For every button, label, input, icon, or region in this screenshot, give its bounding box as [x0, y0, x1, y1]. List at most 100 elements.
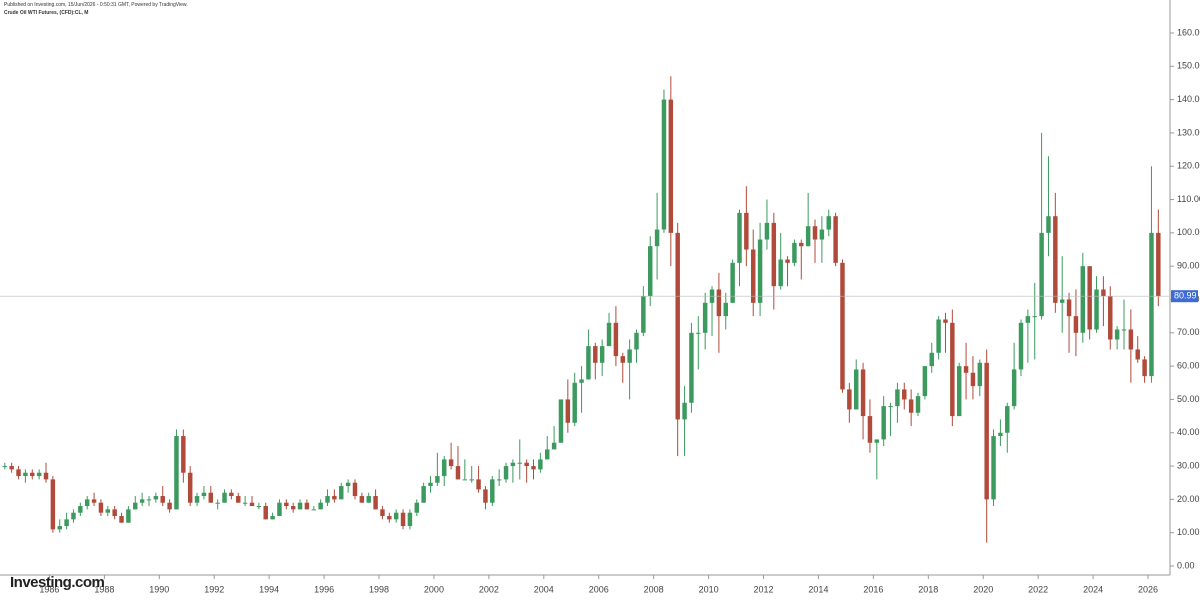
- candle-body: [187, 472, 193, 503]
- candle-body: [1053, 216, 1058, 303]
- candle-body: [956, 366, 962, 417]
- candle-body: [208, 492, 214, 503]
- candle-body: [606, 322, 612, 347]
- y-tick-label: 100.00: [1177, 227, 1200, 237]
- candle-body: [860, 369, 866, 417]
- candle-body: [785, 259, 790, 263]
- candle-body: [71, 512, 76, 520]
- x-tick-label: 1992: [204, 584, 224, 594]
- x-tick-label: 1996: [314, 584, 334, 594]
- candle-body: [593, 346, 598, 363]
- candle-body: [915, 396, 921, 413]
- candle-body: [284, 502, 289, 507]
- candle-body: [1108, 296, 1113, 340]
- y-tick-label: 60.00: [1177, 360, 1200, 370]
- candle-body: [400, 512, 406, 527]
- candle-body: [661, 99, 667, 230]
- y-tick-label: 50.00: [1177, 394, 1200, 404]
- candle-body: [943, 319, 948, 323]
- x-tick-label: 2004: [534, 584, 554, 594]
- candle-body: [229, 492, 234, 497]
- candle-body: [723, 302, 728, 317]
- candle-body: [469, 479, 474, 481]
- candle-body: [201, 492, 207, 497]
- x-tick-label: 2010: [699, 584, 719, 594]
- candle-body: [737, 212, 742, 263]
- candle-body: [1135, 349, 1140, 360]
- candle-body: [764, 222, 770, 240]
- candle-body: [318, 502, 323, 510]
- y-tick-label: 120.00: [1177, 161, 1200, 171]
- candle-body: [277, 502, 282, 517]
- candle-body: [524, 462, 529, 467]
- candle-body: [538, 459, 543, 470]
- candle-body: [833, 216, 838, 263]
- candle-body: [936, 319, 941, 353]
- candle-body: [929, 352, 934, 367]
- candle-body: [352, 482, 358, 497]
- candle-body: [1087, 266, 1092, 330]
- y-tick-label: 10.00: [1177, 527, 1200, 537]
- candle-body: [98, 502, 104, 513]
- candle-body: [874, 439, 880, 443]
- x-tick-label: 1988: [94, 584, 114, 594]
- candle-body: [194, 496, 200, 503]
- candle-body: [579, 379, 584, 383]
- candle-body: [1025, 316, 1031, 323]
- candle-body: [359, 496, 365, 503]
- candle-body: [1128, 329, 1134, 350]
- candle-body: [991, 436, 996, 500]
- x-tick-label: 2000: [424, 584, 444, 594]
- x-tick-label: 2016: [863, 584, 883, 594]
- candle-body: [30, 472, 35, 477]
- candle-body: [462, 479, 468, 481]
- candle-body: [483, 489, 488, 503]
- candle-body: [750, 249, 756, 303]
- candle-body: [627, 349, 632, 363]
- x-tick-label: 1990: [149, 584, 169, 594]
- candle-body: [126, 509, 131, 523]
- candle-body: [1032, 316, 1037, 318]
- candle-body: [558, 399, 564, 443]
- candle-body: [1094, 289, 1099, 330]
- candle-body: [380, 509, 385, 517]
- candle-body: [812, 226, 818, 240]
- candle-body: [565, 399, 571, 423]
- candle-body: [174, 436, 179, 510]
- published-note: Published on Investing.com, 15/Jun/2026 …: [4, 2, 188, 8]
- x-tick-label: 2006: [589, 584, 609, 594]
- x-tick-label: 1998: [369, 584, 389, 594]
- candle-body: [1142, 359, 1147, 377]
- candle-body: [668, 99, 674, 233]
- candle-body: [840, 262, 845, 390]
- candle-body: [1156, 232, 1161, 297]
- candle-body: [84, 499, 90, 507]
- candle-body: [689, 332, 694, 403]
- candle-body: [757, 239, 763, 303]
- candle-body: [1080, 266, 1086, 333]
- candle-body: [771, 222, 777, 287]
- candle-body: [1005, 406, 1010, 433]
- y-tick-label: 110.00: [1177, 194, 1200, 204]
- candle-body: [160, 496, 165, 503]
- candle-body: [290, 506, 296, 510]
- candle-body: [428, 482, 433, 487]
- candle-body: [1066, 299, 1072, 317]
- candle-body: [407, 512, 413, 527]
- candle-body: [613, 322, 619, 357]
- candle-body: [490, 479, 495, 503]
- candle-body: [847, 389, 852, 410]
- candle-body: [1073, 316, 1079, 333]
- x-tick-label: 1994: [259, 584, 279, 594]
- candle-body: [572, 382, 577, 423]
- candle-body: [744, 212, 749, 250]
- x-tick-label: 2022: [1028, 584, 1048, 594]
- candle-body: [888, 406, 893, 408]
- x-tick-label: 2012: [754, 584, 774, 594]
- x-tick-label: 2024: [1083, 584, 1103, 594]
- candle-body: [545, 449, 550, 460]
- candle-body: [1101, 289, 1106, 297]
- candle-body: [1149, 232, 1154, 377]
- candle-body: [551, 442, 557, 450]
- candle-body: [1121, 329, 1127, 331]
